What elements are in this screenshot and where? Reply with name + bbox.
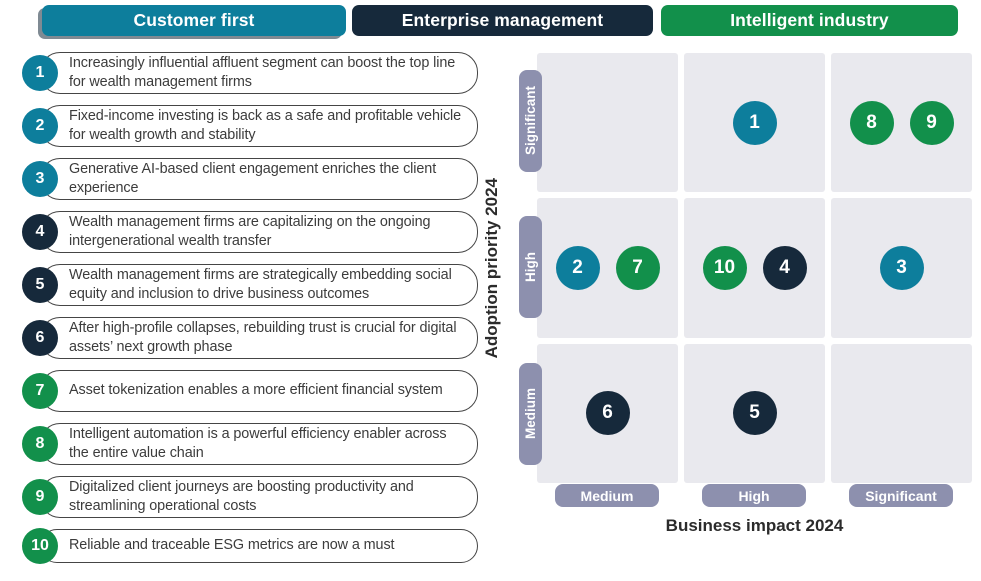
matrix-bubble-10: 10 — [702, 245, 747, 290]
col-label-high: High — [702, 484, 806, 507]
row-label-high: High — [519, 216, 542, 318]
matrix-bubble-3: 3 — [879, 245, 924, 290]
trend-pill: Generative AI-based client engagement en… — [40, 158, 478, 200]
trend-number-badge: 6 — [22, 320, 58, 356]
trend-number-badge: 10 — [22, 528, 58, 564]
matrix-bubble-6: 6 — [585, 391, 630, 436]
matrix-bubble-2: 2 — [555, 245, 600, 290]
row-label-significant: Significant — [519, 70, 542, 172]
trend-text: Wealth management firms are strategicall… — [69, 266, 452, 302]
matrix-bubble-9: 9 — [909, 100, 954, 145]
x-axis-label: Business impact 2024 — [665, 516, 844, 535]
matrix-bubble-1: 1 — [732, 100, 777, 145]
trend-number-badge: 5 — [22, 267, 58, 303]
trend-text: Asset tokenization enables a more effici… — [69, 382, 443, 399]
matrix-cell-medium-medium: 6 — [537, 343, 678, 483]
trend-list: Increasingly influential affluent segmen… — [22, 52, 478, 564]
trend-pill: Wealth management firms are strategicall… — [40, 264, 478, 306]
matrix-bubble-7: 7 — [615, 245, 660, 290]
trend-item: After high-profile collapses, rebuilding… — [22, 317, 478, 359]
trend-text: Reliable and traceable ESG metrics are n… — [69, 537, 395, 554]
col-label-significant: Significant — [849, 484, 953, 507]
trend-number-badge: 4 — [22, 214, 58, 250]
trend-item: Increasingly influential affluent segmen… — [22, 52, 478, 94]
trend-pill: Digitalized client journeys are boosting… — [40, 476, 478, 518]
matrix-cell-medium-significant — [831, 343, 972, 483]
trend-text: Fixed-income investing is back as a safe… — [69, 107, 462, 143]
matrix-cell-significant-medium — [537, 53, 678, 193]
trend-item: Asset tokenization enables a more effici… — [22, 370, 478, 412]
matrix-cell-medium-high: 5 — [684, 343, 825, 483]
trend-pill: Reliable and traceable ESG metrics are n… — [40, 529, 478, 563]
legend-tab-label: Customer first — [133, 10, 255, 30]
legend-tab-intelligent-industry: Intelligent industry — [661, 5, 958, 36]
matrix-cell-high-significant: 3 — [831, 198, 972, 338]
trend-text: Digitalized client journeys are boosting… — [69, 478, 414, 514]
legend-tab-customer-first: Customer first — [42, 5, 346, 36]
trend-text: Intelligent automation is a powerful eff… — [69, 425, 447, 461]
trend-number-badge: 7 — [22, 373, 58, 409]
trend-pill: After high-profile collapses, rebuilding… — [40, 317, 478, 359]
trend-item: Wealth management firms are strategicall… — [22, 264, 478, 306]
trend-pill: Fixed-income investing is back as a safe… — [40, 105, 478, 147]
trend-item: Fixed-income investing is back as a safe… — [22, 105, 478, 147]
matrix-cell-significant-high: 1 — [684, 53, 825, 193]
matrix-bubble-5: 5 — [732, 391, 777, 436]
legend-tab-enterprise-management: Enterprise management — [352, 5, 653, 36]
trend-number-badge: 3 — [22, 161, 58, 197]
matrix-bubble-8: 8 — [849, 100, 894, 145]
trend-text: After high-profile collapses, rebuilding… — [69, 319, 457, 355]
y-axis-label-text: Adoption priority 2024 — [482, 177, 501, 359]
trend-pill: Asset tokenization enables a more effici… — [40, 370, 478, 412]
trend-item: Intelligent automation is a powerful eff… — [22, 423, 478, 465]
trend-item: Digitalized client journeys are boosting… — [22, 476, 478, 518]
y-axis-label: Adoption priority 2024 — [480, 53, 504, 483]
legend-tab-label: Intelligent industry — [730, 10, 889, 30]
trend-number-badge: 8 — [22, 426, 58, 462]
trend-number-badge: 1 — [22, 55, 58, 91]
trend-item: Reliable and traceable ESG metrics are n… — [22, 528, 478, 564]
matrix-grid: 1 8 9 2 7 10 4 3 6 5 — [537, 53, 972, 483]
trend-number-badge: 9 — [22, 479, 58, 515]
trend-pill: Increasingly influential affluent segmen… — [40, 52, 478, 94]
col-label-medium: Medium — [555, 484, 659, 507]
trend-text: Wealth management firms are capitalizing… — [69, 213, 431, 249]
trend-number-badge: 2 — [22, 108, 58, 144]
trend-item: Wealth management firms are capitalizing… — [22, 211, 478, 253]
trend-item: Generative AI-based client engagement en… — [22, 158, 478, 200]
trend-text: Increasingly influential affluent segmen… — [69, 54, 456, 90]
matrix-cell-high-high: 10 4 — [684, 198, 825, 338]
matrix-bubble-4: 4 — [762, 245, 807, 290]
row-label-medium: Medium — [519, 363, 542, 465]
trend-text: Generative AI-based client engagement en… — [69, 160, 437, 196]
trend-pill: Wealth management firms are capitalizing… — [40, 211, 478, 253]
trend-pill: Intelligent automation is a powerful eff… — [40, 423, 478, 465]
legend-tab-label: Enterprise management — [401, 10, 604, 30]
